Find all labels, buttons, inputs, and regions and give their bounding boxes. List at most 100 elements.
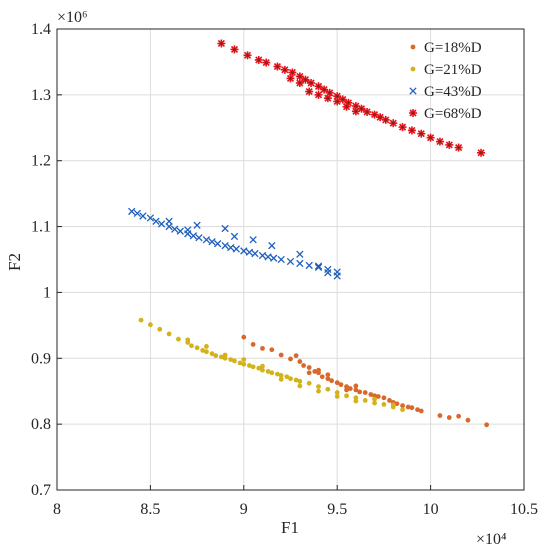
data-point: [297, 383, 303, 389]
data-point: [284, 374, 290, 380]
data-point: [258, 251, 267, 260]
y-tick-label: 1.3: [31, 87, 51, 104]
data-point: [316, 367, 321, 373]
data-point: [301, 75, 310, 84]
data-point: [228, 357, 234, 363]
data-point: [418, 408, 424, 414]
data-point: [306, 365, 312, 370]
data-point: [329, 378, 334, 384]
data-point: [194, 345, 200, 351]
data-point: [286, 74, 295, 83]
data-point: [484, 422, 490, 428]
data-point: [278, 352, 284, 358]
y-tick-label: 1.2: [31, 153, 51, 170]
axis-ticks: 8 8.5 9 9.5 10 10.5 0.7 0.8 0.9 1 1.1 1.2 1.3 1.4: [31, 21, 538, 518]
data-point: [280, 65, 289, 74]
data-point: [288, 376, 293, 382]
data-point: [314, 262, 323, 270]
data-point: [202, 236, 211, 244]
data-point: [296, 250, 304, 258]
data-point: [189, 232, 198, 240]
data-point: [381, 115, 390, 124]
data-point: [333, 92, 342, 101]
data-point: [240, 247, 248, 255]
data-point: [241, 361, 247, 367]
data-point: [260, 346, 265, 351]
data-points: [128, 39, 490, 428]
data-point: [241, 357, 247, 363]
data-point: [218, 354, 224, 360]
data-point: [324, 265, 332, 274]
data-point: [465, 417, 471, 423]
data-point: [362, 398, 368, 403]
x-tick-label: 9: [240, 501, 248, 518]
data-point: [351, 107, 360, 116]
data-point: [230, 45, 239, 54]
data-point: [148, 322, 153, 328]
data-point: [237, 360, 243, 366]
data-point: [277, 255, 285, 264]
data-point: [254, 55, 263, 64]
legend: G=18%D G=21%D G=43%D G=68%D: [409, 40, 482, 122]
data-point: [305, 261, 313, 270]
data-point: [333, 272, 341, 280]
data-point: [286, 257, 295, 266]
series-4: [217, 39, 486, 157]
data-point: [312, 369, 318, 374]
data-point: [249, 236, 257, 244]
series-1: [241, 334, 490, 428]
data-point: [381, 401, 387, 407]
data-point: [256, 365, 262, 371]
data-point: [375, 394, 381, 399]
data-point: [269, 347, 275, 353]
data-point: [273, 62, 282, 71]
data-point: [334, 390, 340, 395]
data-point: [213, 353, 219, 359]
data-point: [344, 387, 349, 393]
data-point: [325, 386, 331, 392]
data-point: [221, 224, 229, 233]
legend-marker: [409, 109, 417, 117]
series-3: [128, 207, 341, 280]
legend-marker: [409, 87, 417, 95]
data-point: [265, 369, 271, 374]
data-point: [245, 248, 254, 256]
data-point: [405, 404, 411, 410]
data-point: [297, 359, 303, 364]
data-point: [166, 331, 172, 337]
data-point: [314, 82, 323, 91]
legend-label: G=43%D: [424, 84, 482, 100]
data-point: [306, 370, 312, 376]
data-point: [200, 347, 206, 353]
data-point: [209, 351, 215, 357]
x-tick-label: 10.5: [510, 501, 538, 518]
data-point: [324, 269, 332, 277]
data-point: [268, 242, 276, 250]
data-point: [347, 386, 353, 391]
data-point: [314, 90, 323, 99]
data-point: [288, 356, 293, 362]
data-point: [296, 259, 304, 268]
data-point: [353, 383, 359, 389]
data-point: [241, 334, 247, 340]
legend-label: G=68%D: [424, 106, 482, 122]
data-point: [270, 254, 278, 262]
data-point: [415, 407, 420, 413]
data-point: [204, 349, 209, 355]
legend-marker: [410, 66, 416, 72]
data-point: [269, 370, 275, 376]
data-point: [316, 388, 321, 394]
data-point: [372, 400, 377, 406]
data-point: [139, 212, 147, 220]
data-point: [195, 234, 203, 242]
data-point: [232, 358, 237, 364]
y-tick-label: 1.1: [31, 219, 51, 236]
data-point: [400, 403, 405, 409]
legend-label: G=18%D: [424, 40, 482, 56]
data-point: [222, 355, 228, 361]
data-point: [417, 129, 426, 138]
data-point: [278, 376, 284, 382]
data-point: [314, 263, 323, 272]
data-point: [435, 137, 444, 146]
